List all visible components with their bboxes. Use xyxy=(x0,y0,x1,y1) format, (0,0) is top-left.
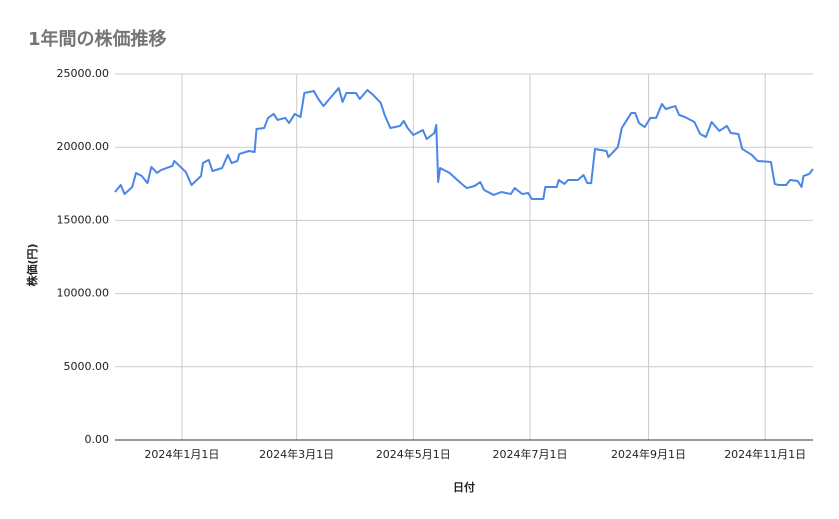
y-tick-label: 10000.00 xyxy=(57,287,110,300)
y-tick-label: 25000.00 xyxy=(57,67,110,80)
x-tick-label: 2024年11月1日 xyxy=(724,447,806,461)
x-tick-label: 2024年7月1日 xyxy=(492,447,567,461)
x-tick-label: 2024年5月1日 xyxy=(376,447,451,461)
x-tick-label: 2024年1月1日 xyxy=(144,447,219,461)
y-tick-label: 20000.00 xyxy=(57,140,110,153)
data-line xyxy=(114,87,814,201)
chart-title: 1年間の株価推移 xyxy=(28,28,167,50)
y-tick-label: 0.00 xyxy=(85,433,110,446)
x-axis-label: 日付 xyxy=(453,480,475,494)
x-tick-label: 2024年9月1日 xyxy=(611,447,686,461)
x-tick-label: 2024年3月1日 xyxy=(259,447,334,461)
y-axis-label: 株価(円) xyxy=(25,243,39,286)
y-tick-label: 15000.00 xyxy=(57,213,110,226)
y-tick-label: 5000.00 xyxy=(64,360,110,373)
